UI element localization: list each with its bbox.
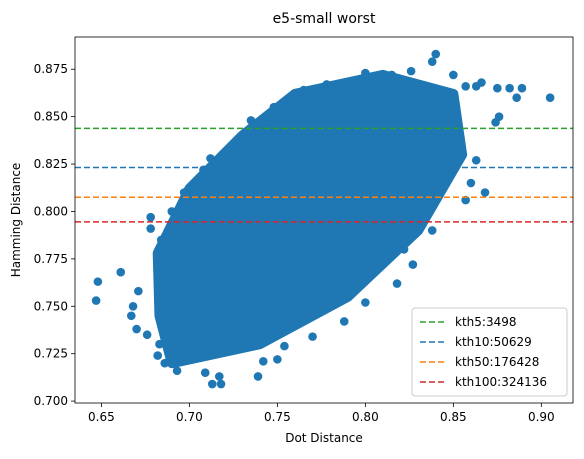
- scatter-point: [427, 226, 437, 235]
- scatter-point: [179, 188, 189, 197]
- scatter-point: [127, 311, 136, 321]
- scatter-point: [431, 49, 441, 59]
- scatter-point: [399, 245, 409, 254]
- scatter-point: [146, 212, 155, 222]
- x-tick-label: 0.70: [176, 410, 203, 424]
- scatter-point: [211, 159, 221, 169]
- scatter-point: [494, 112, 504, 121]
- scatter-point: [334, 80, 344, 89]
- plot-frame: [74, 36, 574, 404]
- y-tick-label: 0.725: [34, 347, 68, 361]
- legend-item: kth5:3498: [420, 315, 516, 329]
- y-axis-label: Hamming Distance: [9, 163, 23, 278]
- scatter-point: [246, 116, 256, 125]
- scatter-point: [466, 178, 476, 188]
- scatter-point: [427, 57, 437, 66]
- scatter-point: [408, 260, 418, 269]
- scatter-point: [517, 83, 527, 93]
- legend-item: kth10:50629: [420, 335, 532, 349]
- scatter-point: [471, 155, 481, 165]
- scatter-point: [258, 356, 268, 366]
- legend-item: kth50:176428: [420, 355, 539, 369]
- x-axis: 0.65 0.70 0.75 0.80 0.85 0.90: [88, 403, 555, 424]
- scatter-point: [214, 372, 224, 381]
- scatter-point: [269, 102, 279, 112]
- scatter-point: [339, 317, 349, 326]
- x-tick-label: 0.75: [264, 410, 291, 424]
- scatter-point: [91, 296, 101, 305]
- scatter-point: [461, 82, 470, 91]
- y-tick-label: 0.700: [34, 394, 68, 408]
- scatter-point: [361, 68, 370, 78]
- scatter-point: [322, 80, 331, 89]
- x-tick-label: 0.65: [88, 410, 115, 424]
- scatter-point: [167, 207, 177, 216]
- scatter-point: [493, 83, 502, 93]
- reference-lines: [75, 127, 573, 223]
- scatter-point: [361, 298, 370, 307]
- legend-label: kth5:3498: [455, 315, 516, 329]
- y-tick-label: 0.775: [34, 252, 68, 266]
- scatter-point: [207, 379, 217, 389]
- y-tick-label: 0.850: [34, 110, 68, 124]
- scatter-cloud: [152, 69, 468, 369]
- scatter-point: [156, 235, 166, 245]
- y-tick-label: 0.800: [34, 204, 68, 218]
- scatter-point: [153, 351, 163, 360]
- scatter-point: [128, 301, 138, 311]
- legend-item: kth100:324136: [420, 375, 547, 389]
- scatter-point: [273, 355, 282, 364]
- scatter-point: [285, 93, 294, 102]
- x-tick-label: 0.90: [528, 410, 555, 424]
- scatter-point: [116, 267, 126, 277]
- scatter-point: [477, 78, 486, 87]
- y-tick-label: 0.875: [34, 62, 68, 76]
- scatter-point: [142, 330, 152, 340]
- scatter-point: [505, 83, 514, 93]
- scatter-point: [449, 70, 458, 80]
- scatter-point: [406, 66, 416, 76]
- scatter-point: [155, 339, 164, 349]
- legend: kth5:3498 kth10:50629 kth50:176428 kth100:3…: [411, 307, 568, 397]
- scatter-point: [206, 154, 215, 163]
- legend-box: [411, 307, 568, 397]
- scatter-point: [132, 324, 141, 334]
- scatter-point: [216, 379, 226, 389]
- scatter-point: [172, 366, 182, 376]
- legend-label: kth100:324136: [455, 375, 547, 389]
- scatter-point: [392, 279, 402, 288]
- scatter-point: [253, 372, 263, 381]
- scatter-point: [299, 85, 309, 95]
- x-tick-label: 0.80: [352, 410, 379, 424]
- scatter-point: [200, 368, 210, 377]
- scatter-point: [480, 188, 490, 197]
- scatter-point: [369, 72, 379, 82]
- scatter-point: [134, 286, 143, 296]
- y-tick-label: 0.750: [34, 299, 68, 313]
- scatter-point: [93, 277, 103, 286]
- scatter-point: [176, 347, 185, 357]
- scatter-point: [160, 358, 170, 368]
- legend-label: kth50:176428: [455, 355, 539, 369]
- scatter-point: [308, 332, 317, 341]
- points-layer: [91, 49, 555, 389]
- scatter-point: [262, 112, 272, 121]
- x-tick-label: 0.85: [440, 410, 467, 424]
- legend-label: kth10:50629: [455, 335, 532, 349]
- scatter-point: [512, 93, 521, 102]
- scatter-point: [387, 70, 397, 80]
- y-axis: 0.700 0.725 0.750 0.775 0.800 0.825 0.850 0.875: [34, 62, 75, 408]
- x-axis-label: Dot Distance: [285, 431, 363, 445]
- scatter-point: [146, 224, 155, 233]
- scatter-point: [545, 93, 555, 102]
- scatter-point: [280, 341, 289, 351]
- chart-title: e5-small worst: [273, 11, 376, 27]
- y-tick-label: 0.825: [34, 157, 68, 171]
